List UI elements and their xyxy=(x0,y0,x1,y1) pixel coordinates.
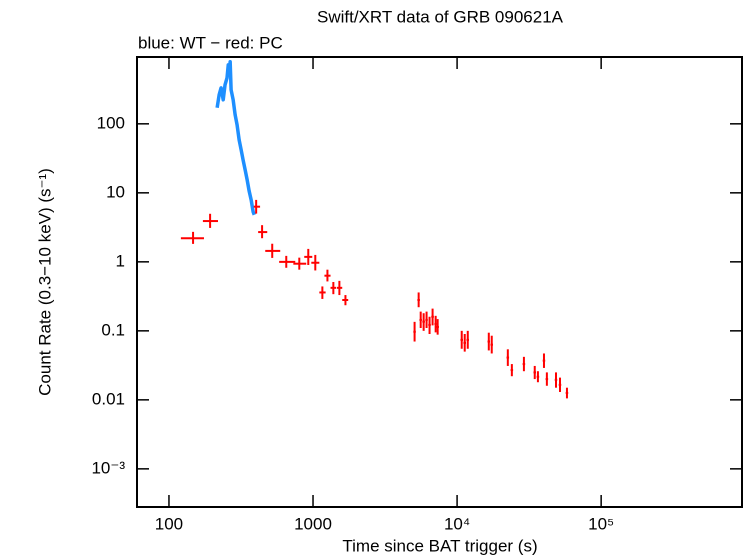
chart-title: Swift/XRT data of GRB 090621A xyxy=(317,7,564,26)
x-tick-label: 1000 xyxy=(294,514,332,533)
y-tick-label: 10 xyxy=(106,182,125,201)
chart-subtitle: blue: WT − red: PC xyxy=(138,33,283,52)
wt-curve xyxy=(215,60,256,216)
y-tick-label: 0.1 xyxy=(101,320,125,339)
y-tick-label: 100 xyxy=(97,113,125,132)
y-tick-label: 1 xyxy=(116,251,125,270)
x-tick-label: 100 xyxy=(155,514,183,533)
x-axis-label: Time since BAT trigger (s) xyxy=(342,536,537,555)
x-tick-label: 10⁵ xyxy=(588,514,614,533)
y-tick-label: 10⁻³ xyxy=(91,458,125,477)
x-tick-label: 10⁴ xyxy=(444,514,470,533)
plot-frame xyxy=(136,56,743,508)
y-tick-label: 0.01 xyxy=(92,389,125,408)
y-axis-label: Count Rate (0.3−10 keV) (s⁻¹) xyxy=(35,168,54,396)
